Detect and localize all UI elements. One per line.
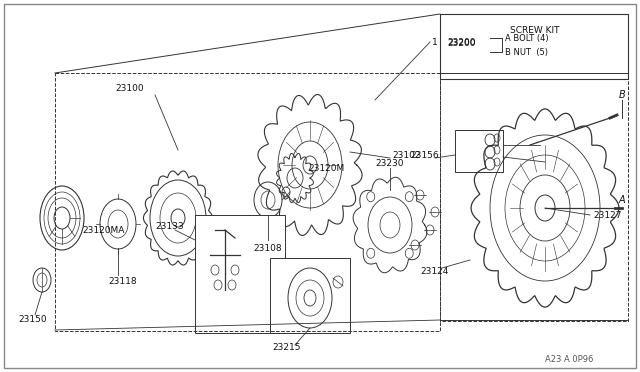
Text: 23150: 23150 (18, 315, 47, 324)
Text: B NUT  (5): B NUT (5) (505, 48, 548, 57)
Text: 23124: 23124 (420, 267, 449, 276)
Bar (455, 130, 503, 172)
Text: 23118: 23118 (108, 278, 136, 286)
Text: 23200: 23200 (447, 38, 476, 46)
Text: 23100: 23100 (115, 83, 143, 93)
Text: 23230: 23230 (375, 158, 403, 167)
Text: 23120MA: 23120MA (82, 225, 124, 234)
Text: A: A (619, 195, 625, 205)
Text: 23108: 23108 (253, 244, 282, 253)
Text: 23200: 23200 (447, 38, 476, 48)
Text: B: B (619, 90, 625, 100)
Text: SCREW KIT: SCREW KIT (510, 26, 559, 35)
Bar (440, 14, 628, 79)
Text: 23133: 23133 (155, 221, 184, 231)
Text: A23 A 0P96: A23 A 0P96 (545, 356, 593, 365)
Bar (55, 73, 440, 331)
Text: 23215: 23215 (272, 343, 301, 353)
Bar (270, 258, 350, 333)
Text: 23102: 23102 (392, 151, 420, 160)
Bar (195, 215, 285, 333)
Text: 23127: 23127 (593, 211, 621, 219)
Text: 23156: 23156 (410, 151, 438, 160)
Text: A BOLT (4): A BOLT (4) (505, 33, 548, 42)
Text: 23120M: 23120M (308, 164, 344, 173)
Text: 1: 1 (432, 38, 438, 46)
Bar (440, 73, 628, 321)
